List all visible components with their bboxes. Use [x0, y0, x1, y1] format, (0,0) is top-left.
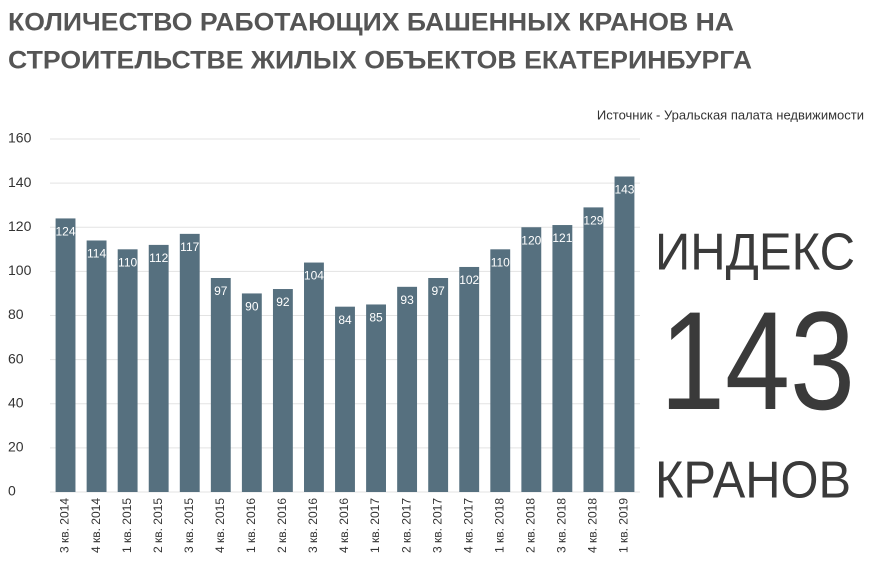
- value-label: 143: [614, 183, 634, 197]
- x-tick-label: 4 кв. 2015: [213, 498, 227, 553]
- bar: [241, 293, 262, 492]
- x-tick-label: 4 кв. 2014: [89, 498, 103, 553]
- y-tick-label: 20: [8, 439, 24, 455]
- x-tick-label: 3 кв. 2014: [58, 498, 72, 553]
- bar: [117, 249, 138, 492]
- value-label: 120: [521, 233, 541, 247]
- index-value: 143: [660, 282, 855, 439]
- bar: [148, 244, 169, 492]
- bar: [397, 286, 418, 492]
- value-label: 117: [180, 240, 199, 254]
- y-tick-label: 60: [8, 350, 24, 366]
- x-tick-label: 2 кв. 2016: [275, 498, 289, 553]
- value-label: 110: [491, 255, 510, 269]
- bar: [272, 289, 293, 492]
- y-tick-label: 160: [8, 130, 32, 146]
- x-tick-label: 4 кв. 2016: [337, 498, 351, 553]
- chart-title: СТРОИТЕЛЬСТВЕ ЖИЛЫХ ОБЪЕКТОВ ЕКАТЕРИНБУР…: [8, 47, 752, 75]
- bar: [179, 233, 200, 492]
- bar: [366, 304, 386, 492]
- x-tick-label: 1 кв. 2015: [120, 498, 134, 553]
- value-label: 90: [245, 300, 259, 314]
- y-tick-label: 140: [8, 174, 32, 190]
- y-tick-label: 100: [8, 262, 32, 278]
- x-tick-label: 1 кв. 2016: [244, 498, 258, 553]
- x-tick-label: 3 кв. 2015: [182, 498, 196, 553]
- x-tick-label: 2 кв. 2018: [523, 498, 537, 553]
- bar: [521, 227, 542, 492]
- value-label: 129: [583, 214, 603, 228]
- y-tick-label: 0: [8, 483, 16, 499]
- bar: [210, 277, 231, 492]
- bar: [86, 240, 107, 492]
- value-label: 97: [431, 284, 445, 298]
- x-tick-label: 3 кв. 2016: [306, 498, 320, 553]
- value-label: 97: [214, 284, 228, 298]
- value-label: 121: [552, 231, 572, 245]
- bar: [304, 262, 324, 492]
- x-tick-label: 1 кв. 2017: [368, 498, 382, 553]
- value-label: 93: [400, 293, 414, 307]
- value-label: 114: [87, 247, 106, 261]
- value-label: 104: [304, 269, 324, 283]
- x-tick-label: 3 кв. 2017: [430, 498, 444, 553]
- bar: [428, 277, 449, 492]
- y-tick-label: 40: [8, 394, 24, 410]
- x-tick-label: 2 кв. 2017: [399, 498, 413, 553]
- value-label: 112: [149, 251, 168, 265]
- x-tick-label: 4 кв. 2017: [461, 498, 475, 553]
- source: Источник - Уральская палата недвижимости: [597, 107, 864, 122]
- value-label: 110: [118, 255, 137, 269]
- x-tick-label: 1 кв. 2019: [617, 498, 631, 553]
- value-label: 84: [338, 313, 352, 327]
- value-label: 85: [369, 311, 383, 325]
- x-tick-label: 4 кв. 2018: [586, 498, 600, 553]
- bar: [55, 218, 76, 493]
- index-unit: КРАНОВ: [655, 452, 851, 510]
- bar: [552, 225, 573, 492]
- chart-title: КОЛИЧЕСТВО РАБОТАЮЩИХ БАШЕННЫХ КРАНОВ НА: [8, 9, 734, 37]
- bar: [335, 306, 355, 492]
- bar: [583, 207, 604, 493]
- value-label: 92: [276, 295, 290, 309]
- x-tick-label: 3 кв. 2018: [555, 498, 569, 553]
- bar: [490, 249, 511, 492]
- y-tick-label: 80: [8, 306, 24, 322]
- value-label: 124: [56, 225, 76, 239]
- x-tick-label: 2 кв. 2015: [151, 498, 165, 553]
- bar: [614, 176, 635, 492]
- index-label: ИНДЕКС: [655, 224, 855, 282]
- bar: [459, 266, 480, 492]
- x-tick-label: 1 кв. 2018: [492, 498, 506, 553]
- y-tick-label: 120: [8, 218, 32, 234]
- value-label: 102: [459, 273, 479, 287]
